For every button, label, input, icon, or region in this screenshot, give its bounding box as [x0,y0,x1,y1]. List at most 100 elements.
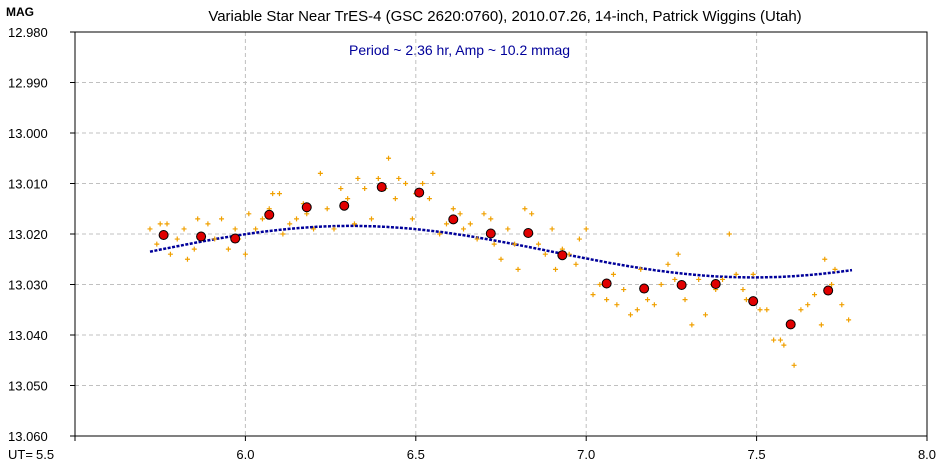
binned-point [523,227,534,238]
raw-point [167,251,173,257]
raw-points [147,155,852,368]
raw-point [590,292,596,298]
raw-point [474,236,480,242]
binned-point [339,200,350,211]
raw-point [345,196,351,202]
raw-point [184,256,190,262]
period-annotation: Period ~ 2.36 hr, Amp ~ 10.2 mmag [349,42,570,58]
fit-curve-line [149,224,853,279]
raw-point [338,186,344,192]
raw-point [280,231,286,237]
raw-point [287,221,293,227]
raw-point [839,302,845,308]
raw-point [205,221,211,227]
raw-point [733,271,739,277]
raw-point [426,196,432,202]
raw-point [829,282,835,287]
raw-point [614,302,620,308]
raw-point [420,181,426,186]
raw-point [726,231,732,237]
raw-point [355,175,361,181]
raw-point [812,292,818,298]
binned-point [601,278,612,289]
raw-point [576,236,582,242]
raw-point [757,307,763,313]
y-tick-label: 12.990 [8,76,48,91]
raw-point [781,342,787,348]
raw-point [461,226,467,232]
binned-point [230,233,241,244]
raw-point [604,297,610,303]
raw-point [832,266,838,272]
raw-point [294,216,300,222]
raw-point [672,276,678,282]
raw-point [253,226,259,232]
raw-point [368,216,374,222]
grid-lines [75,32,927,436]
raw-point [822,256,828,262]
raw-point [621,287,627,293]
raw-point [515,266,521,272]
raw-point [437,231,443,237]
y-axis-ticks: 12.980 12.990 13.000 13.010 13.020 13.030 13.0… [8,25,75,444]
raw-point [529,211,535,217]
raw-point [689,322,695,328]
raw-point [450,206,456,212]
x-axis-prefix: UT= [8,447,33,462]
binned-points [158,182,834,330]
x-tick-label: 7.0 [577,447,595,462]
raw-point [317,170,323,176]
raw-point [270,191,276,197]
raw-point [259,216,265,222]
raw-point [191,246,197,252]
raw-point [457,211,463,217]
raw-point [764,307,770,313]
raw-point [583,226,589,232]
raw-point [212,236,218,242]
raw-point [174,236,180,242]
binned-point [376,182,387,193]
raw-point [651,302,657,308]
x-tick-label: 8.0 [918,447,936,462]
raw-point [195,216,201,222]
raw-point [481,211,487,217]
binned-point [301,202,312,213]
raw-point [396,175,402,181]
binned-point [748,296,759,307]
raw-point [610,271,616,277]
raw-point [430,170,436,176]
binned-point [196,231,207,242]
raw-point [467,221,473,227]
raw-point [386,155,392,161]
raw-point [771,337,777,343]
x-tick-label: 6.5 [407,447,425,462]
y-axis-label: MAG [6,5,34,19]
raw-point [246,211,252,217]
raw-point [491,241,497,247]
raw-point [276,191,282,197]
raw-point [638,266,644,272]
raw-point [645,297,651,303]
raw-point [846,317,852,323]
fit-curve [149,224,853,279]
binned-point [557,250,568,261]
raw-point [164,221,170,227]
raw-point [740,287,746,293]
binned-point [448,214,459,225]
x-tick-label: 7.5 [748,447,766,462]
x-tick-label: 5.5 [36,447,54,462]
raw-point [634,307,640,313]
raw-point [553,266,559,272]
raw-point [443,221,449,227]
raw-point [798,307,804,313]
raw-point [331,226,337,232]
y-tick-label: 13.050 [8,379,48,394]
raw-point [181,226,187,232]
raw-point [702,312,708,318]
binned-point [676,280,687,291]
raw-point [597,282,603,287]
raw-point [549,226,555,232]
raw-point [488,216,494,222]
raw-point [628,312,634,318]
